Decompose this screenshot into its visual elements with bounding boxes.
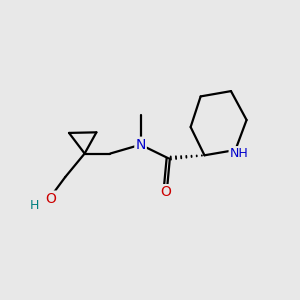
Text: N: N: [135, 138, 146, 152]
Text: O: O: [160, 185, 171, 199]
Text: NH: NH: [230, 147, 248, 160]
Text: O: O: [45, 192, 56, 206]
Text: H: H: [29, 199, 39, 212]
